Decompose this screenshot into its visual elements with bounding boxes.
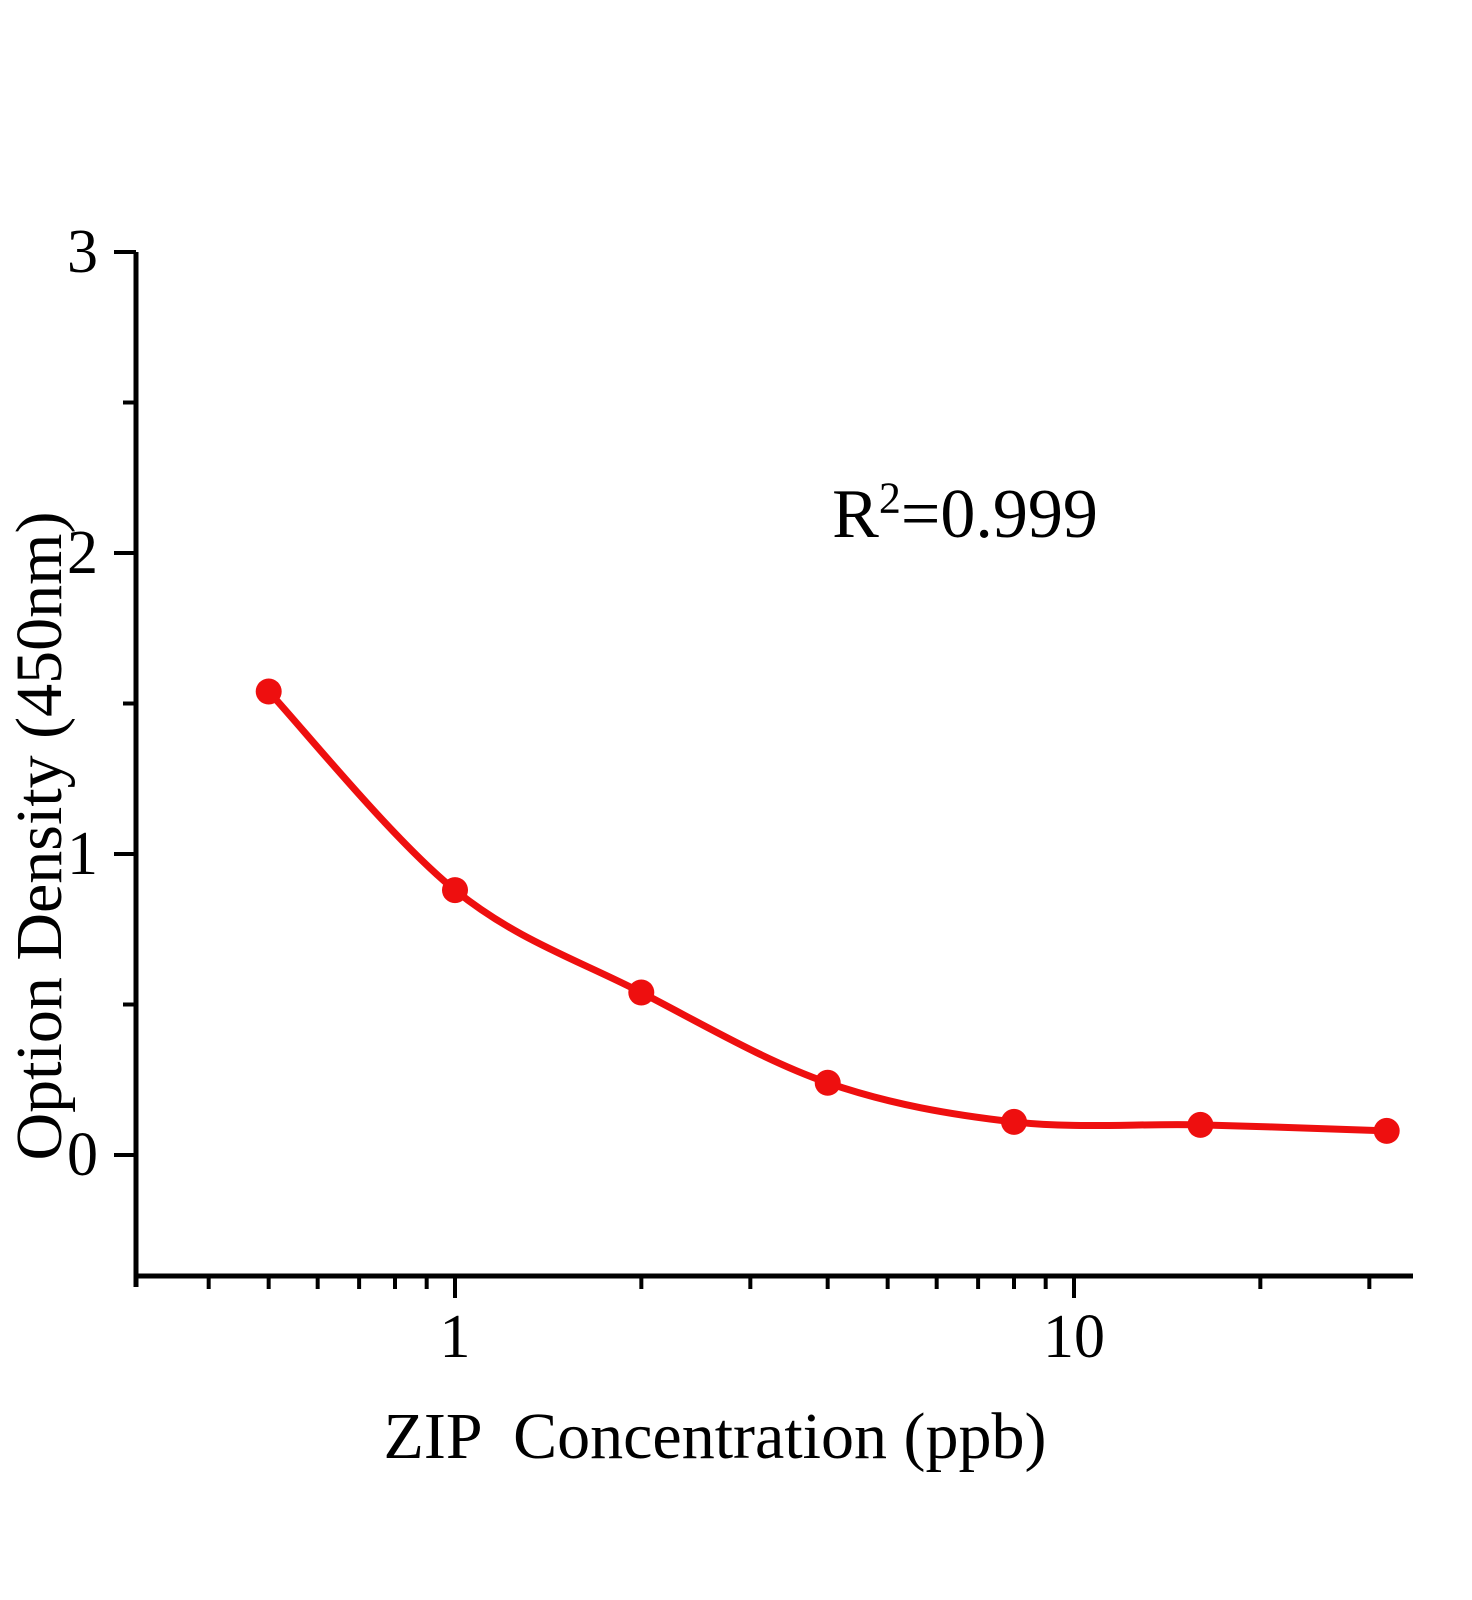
x-tick-label: 1 [439,1303,471,1371]
fit-curve-group [265,687,1391,1135]
r-squared-annotation: R2=0.999 [762,398,1098,632]
y-tick-label: 2 [67,519,98,587]
x-axis-title: ZIP Concentration (ppb) [383,1400,1047,1473]
data-point [628,979,655,1006]
data-point [1373,1117,1400,1144]
axis-ticks [114,250,1372,1298]
x-tick-label: 10 [1043,1303,1105,1371]
r-squared-value: =0.999 [900,476,1098,553]
fit-curve [265,687,1391,1135]
y-tick-label: 3 [67,218,98,286]
data-point [442,877,468,904]
r-squared-exponent: 2 [878,473,901,523]
r-squared-base: R [832,476,879,553]
data-point [1001,1108,1027,1135]
y-tick-label: 0 [67,1121,98,1189]
axes [133,252,1413,1287]
data-points-group [255,678,1400,1144]
data-point [814,1069,841,1096]
data-point [255,678,282,705]
y-tick-label: 1 [67,820,98,888]
y-axis-title: Option Density (450nm) [3,511,76,1161]
data-point [1187,1111,1214,1138]
